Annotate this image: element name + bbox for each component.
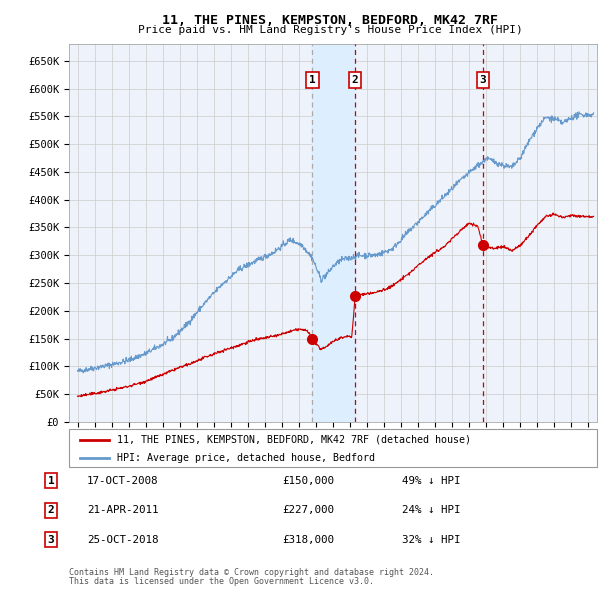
Text: £318,000: £318,000 — [282, 535, 334, 545]
Text: 25-OCT-2018: 25-OCT-2018 — [87, 535, 158, 545]
Text: HPI: Average price, detached house, Bedford: HPI: Average price, detached house, Bedf… — [116, 453, 374, 463]
Text: 49% ↓ HPI: 49% ↓ HPI — [402, 476, 461, 486]
Text: Contains HM Land Registry data © Crown copyright and database right 2024.: Contains HM Land Registry data © Crown c… — [69, 568, 434, 576]
Text: 24% ↓ HPI: 24% ↓ HPI — [402, 506, 461, 515]
Text: 11, THE PINES, KEMPSTON, BEDFORD, MK42 7RF (detached house): 11, THE PINES, KEMPSTON, BEDFORD, MK42 7… — [116, 435, 470, 445]
Text: 17-OCT-2008: 17-OCT-2008 — [87, 476, 158, 486]
Text: 21-APR-2011: 21-APR-2011 — [87, 506, 158, 515]
Text: 2: 2 — [47, 506, 55, 515]
Text: 1: 1 — [309, 75, 316, 85]
Text: £150,000: £150,000 — [282, 476, 334, 486]
Text: 1: 1 — [47, 476, 55, 486]
Text: £227,000: £227,000 — [282, 506, 334, 515]
Text: 32% ↓ HPI: 32% ↓ HPI — [402, 535, 461, 545]
FancyBboxPatch shape — [69, 429, 597, 467]
Bar — [313, 44, 355, 422]
Text: 3: 3 — [47, 535, 55, 545]
Text: Price paid vs. HM Land Registry's House Price Index (HPI): Price paid vs. HM Land Registry's House … — [137, 25, 523, 35]
Text: 11, THE PINES, KEMPSTON, BEDFORD, MK42 7RF: 11, THE PINES, KEMPSTON, BEDFORD, MK42 7… — [162, 14, 498, 27]
Text: This data is licensed under the Open Government Licence v3.0.: This data is licensed under the Open Gov… — [69, 577, 374, 586]
Text: 2: 2 — [352, 75, 359, 85]
Text: 3: 3 — [479, 75, 487, 85]
